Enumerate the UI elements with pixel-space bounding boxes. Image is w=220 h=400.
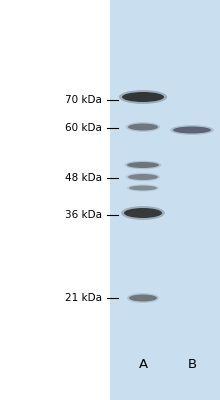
Text: 48 kDa: 48 kDa	[65, 173, 102, 183]
Text: 60 kDa: 60 kDa	[65, 123, 102, 133]
Ellipse shape	[128, 174, 158, 180]
Ellipse shape	[129, 186, 157, 190]
Ellipse shape	[127, 184, 159, 192]
Ellipse shape	[119, 90, 167, 104]
Text: 70 kDa: 70 kDa	[65, 95, 102, 105]
Text: 21 kDa: 21 kDa	[65, 293, 102, 303]
Text: A: A	[138, 358, 148, 372]
Ellipse shape	[126, 173, 160, 181]
Ellipse shape	[173, 126, 211, 134]
Text: 36 kDa: 36 kDa	[65, 210, 102, 220]
Ellipse shape	[170, 125, 214, 135]
Ellipse shape	[121, 206, 165, 220]
Ellipse shape	[127, 293, 159, 303]
Ellipse shape	[128, 124, 158, 130]
Ellipse shape	[122, 92, 164, 102]
Ellipse shape	[125, 161, 161, 169]
Ellipse shape	[129, 294, 157, 302]
Text: B: B	[187, 358, 196, 372]
Ellipse shape	[127, 162, 159, 168]
Ellipse shape	[124, 208, 162, 218]
Ellipse shape	[126, 122, 160, 132]
Bar	[110, 0, 220, 400]
